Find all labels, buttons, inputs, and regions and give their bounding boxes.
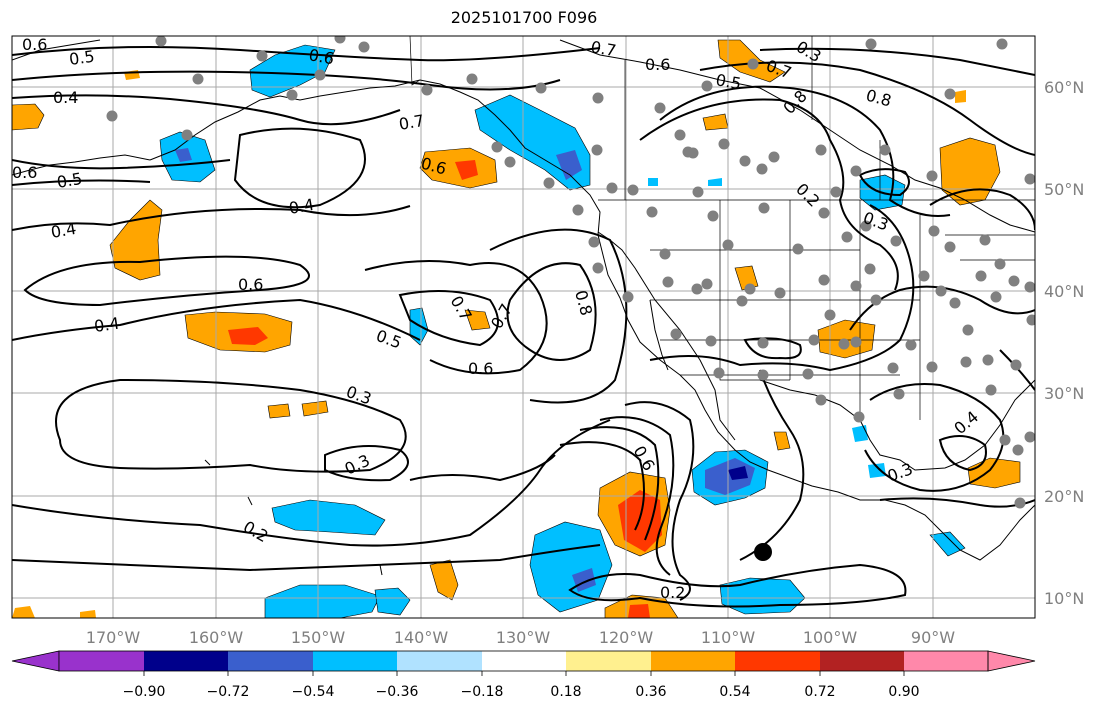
lon-tick-label: 110°W	[701, 628, 756, 647]
colorbar-tick-label: 0.54	[719, 684, 750, 700]
colorbar-tick-label: −0.72	[207, 684, 250, 700]
colorbar-tick-label: 0.18	[550, 684, 581, 700]
contour-label: 0.4	[93, 314, 121, 336]
colorbar-segment	[144, 651, 228, 671]
lon-tick-label: 90°W	[911, 628, 955, 647]
colorbar-segment	[228, 651, 313, 671]
contour-label: 0.2	[660, 583, 685, 602]
colorbar-under-arrow	[11, 650, 60, 672]
colorbar-segment	[482, 651, 566, 671]
colorbar-segment	[651, 651, 735, 671]
contour-label: 0.6	[645, 55, 670, 74]
contour-label: 0.4	[53, 88, 78, 107]
colorbar-tick-label: 0.72	[804, 684, 835, 700]
contour-label: 0.6	[22, 35, 47, 54]
map-title: 2025101700 F096	[450, 8, 598, 27]
lat-tick-label: 10°N	[1044, 589, 1084, 608]
map-border	[11, 35, 1036, 619]
colorbar-segment	[566, 651, 651, 671]
lon-tick-label: 120°W	[599, 628, 654, 647]
contour-label: 0.5	[68, 47, 96, 69]
lat-tick-label: 30°N	[1044, 384, 1084, 403]
contour-label: 0.6	[468, 359, 493, 378]
storm-center-marker	[754, 543, 772, 561]
contour-label: 0.7	[397, 111, 425, 134]
contour-label: 0.6	[307, 45, 335, 68]
colorbar: −0.90 −0.72 −0.54 −0.36 −0.18 0.18 0.36 …	[11, 650, 1036, 700]
colorbar-segment	[397, 651, 482, 671]
contour-label: 0.4	[49, 219, 77, 242]
lat-tick-label: 20°N	[1044, 487, 1084, 506]
contour-label: 0.5	[714, 70, 742, 93]
contour-label: 0.6	[238, 275, 263, 294]
contour-label: 0.6	[12, 163, 37, 182]
colorbar-segment	[313, 651, 397, 671]
colorbar-segment	[59, 651, 144, 671]
lon-tick-label: 140°W	[394, 628, 449, 647]
colorbar-over-arrow	[987, 650, 1036, 672]
colorbar-tick-label: −0.90	[123, 684, 166, 700]
longitude-ticks: 170°W 160°W 150°W 140°W 130°W 120°W 110°…	[86, 628, 955, 647]
colorbar-tick-label: 0.90	[888, 684, 919, 700]
colorbar-tick-label: −0.54	[292, 684, 335, 700]
colorbar-tick-label: −0.36	[376, 684, 419, 700]
contour-label: 0.4	[287, 195, 315, 218]
colorbar-tick-label: −0.18	[461, 684, 504, 700]
contour-label: 0.5	[55, 169, 83, 192]
lat-tick-label: 50°N	[1044, 180, 1084, 199]
lon-tick-label: 170°W	[86, 628, 141, 647]
lon-tick-label: 150°W	[291, 628, 346, 647]
colorbar-segment	[904, 651, 988, 671]
latitude-ticks: 60°N 50°N 40°N 30°N 20°N 10°N	[1044, 78, 1084, 608]
lon-tick-label: 130°W	[496, 628, 551, 647]
colorbar-segment	[735, 651, 820, 671]
lat-tick-label: 60°N	[1044, 78, 1084, 97]
colorbar-tick-label: 0.36	[635, 684, 666, 700]
lon-tick-label: 160°W	[189, 628, 244, 647]
station-markers	[106, 36, 1035, 509]
colorbar-segment	[820, 651, 904, 671]
lat-tick-label: 40°N	[1044, 282, 1084, 301]
contour-label: 0.7	[589, 37, 617, 60]
lon-tick-label: 100°W	[803, 628, 858, 647]
